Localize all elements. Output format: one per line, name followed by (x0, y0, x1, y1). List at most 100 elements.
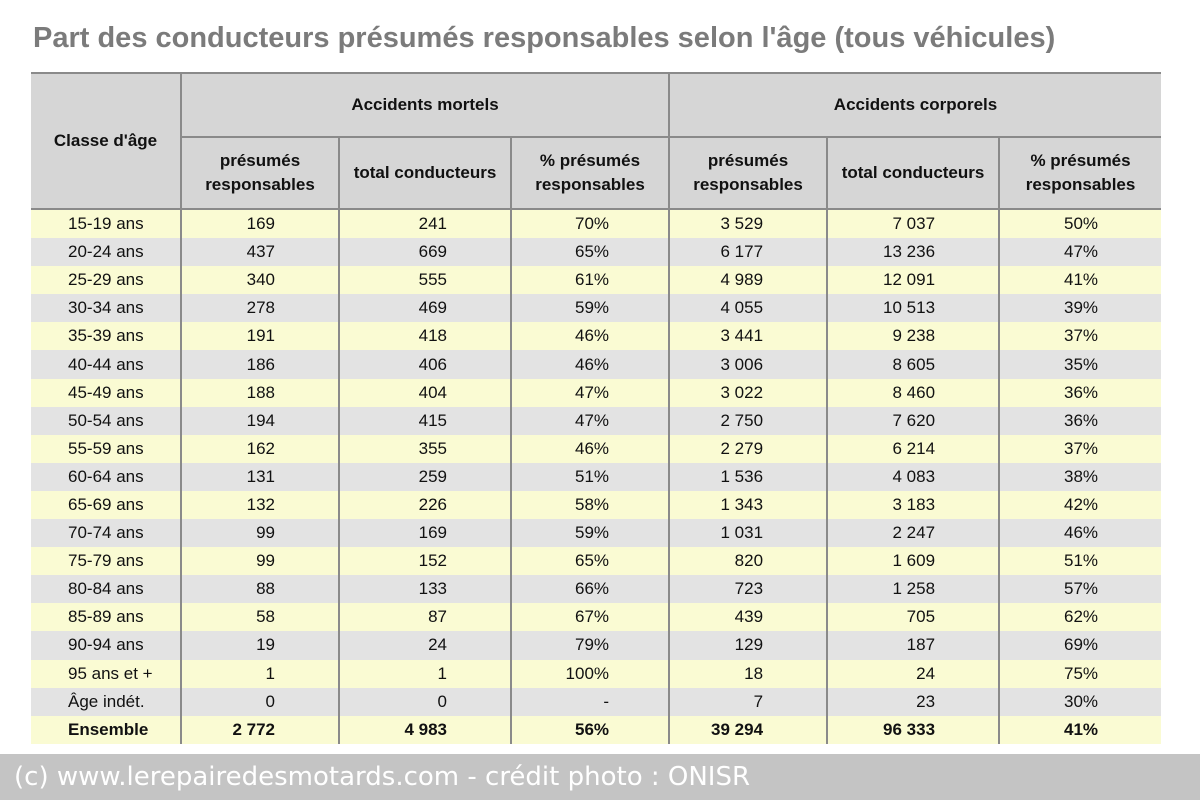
injury-responsible-cell: 439 (668, 603, 828, 632)
fatal-percent-cell: 51% (509, 462, 670, 491)
age-class-cell: 95 ans et + (31, 659, 181, 688)
table-row: 75-79 ans 99 152 65% 820 1 609 51% (31, 547, 1162, 576)
table-header: Classe d'âge Accidents mortels Accidents… (31, 73, 1162, 209)
age-class-cell: 50-54 ans (31, 406, 181, 435)
table-row: 30-34 ans 278 469 59% 4 055 10 513 39% (31, 294, 1162, 323)
injury-percent-cell: 69% (998, 631, 1162, 660)
subheader-fatal-percent: % présumés responsables (509, 137, 670, 209)
fatal-total-cell: 24 (338, 631, 511, 660)
table-row: 15-19 ans 169 241 70% 3 529 7 037 50% (31, 209, 1162, 239)
age-class-cell: 15-19 ans (31, 209, 181, 239)
table-row: 40-44 ans 186 406 46% 3 006 8 605 35% (31, 350, 1162, 379)
table-row: 80-84 ans 88 133 66% 723 1 258 57% (31, 575, 1162, 604)
table-body: 15-19 ans 169 241 70% 3 529 7 037 50% 20-24 ans… (31, 209, 1162, 744)
fatal-responsible-cell: 191 (180, 322, 339, 351)
table-row-total: Ensemble 2 772 4 983 56% 39 294 96 333 41% (31, 715, 1162, 744)
injury-responsible-cell: 4 055 (668, 294, 828, 323)
data-table-container: Classe d'âge Accidents mortels Accidents… (31, 72, 1162, 744)
injury-responsible-cell: 18 (668, 659, 828, 688)
fatal-responsible-cell: 340 (180, 266, 339, 295)
age-class-cell: 20-24 ans (31, 238, 181, 267)
fatal-percent-cell: 70% (509, 209, 670, 239)
injury-responsible-cell: 1 343 (668, 490, 828, 520)
injury-percent-cell: 50% (998, 209, 1162, 239)
injury-total-cell: 1 609 (826, 547, 1000, 576)
fatal-total-cell: 555 (338, 266, 511, 295)
credit-bar: (c) www.lerepairedesmotards.com - crédit… (0, 754, 1200, 800)
injury-total-cell: 9 238 (826, 322, 1000, 351)
fatal-total-cell: 241 (338, 209, 511, 239)
injury-responsible-cell: 2 750 (668, 406, 828, 435)
table-row: 85-89 ans 58 87 67% 439 705 62% (31, 603, 1162, 632)
fatal-responsible-cell: 132 (180, 490, 339, 520)
age-class-cell: Âge indét. (31, 687, 181, 716)
group-header-fatal: Accidents mortels (179, 73, 670, 138)
fatal-percent-cell: 67% (509, 603, 670, 632)
fatal-responsible-cell: 0 (180, 687, 339, 716)
injury-responsible-cell: 4 989 (668, 266, 828, 295)
age-class-cell: Ensemble (31, 715, 181, 744)
injury-responsible-cell: 3 006 (668, 350, 828, 379)
injury-total-cell: 705 (826, 603, 1000, 632)
injury-total-cell: 1 258 (826, 575, 1000, 604)
injury-percent-cell: 57% (998, 575, 1162, 604)
subheader-injury-responsible: présumés responsables (668, 137, 828, 209)
fatal-responsible-cell: 1 (180, 659, 339, 688)
subheader-injury-percent: % présumés responsables (998, 137, 1162, 209)
fatal-percent-cell: 47% (509, 378, 670, 407)
fatal-total-cell: 469 (338, 294, 511, 323)
fatal-responsible-cell: 188 (180, 378, 339, 407)
fatal-responsible-cell: 99 (180, 519, 339, 548)
credit-text: (c) www.lerepairedesmotards.com - crédit… (14, 762, 751, 792)
injury-percent-cell: 37% (998, 322, 1162, 351)
age-class-cell: 35-39 ans (31, 322, 181, 351)
injury-percent-cell: 41% (998, 715, 1162, 744)
age-class-cell: 45-49 ans (31, 378, 181, 407)
injury-responsible-cell: 3 529 (668, 209, 828, 239)
injury-percent-cell: 37% (998, 434, 1162, 463)
fatal-total-cell: 152 (338, 547, 511, 576)
injury-total-cell: 10 513 (826, 294, 1000, 323)
fatal-total-cell: 415 (338, 406, 511, 435)
table-row: 45-49 ans 188 404 47% 3 022 8 460 36% (31, 378, 1162, 407)
fatal-percent-cell: 56% (509, 715, 670, 744)
table-row: 95 ans et +1 1 100% 18 24 75% (31, 659, 1162, 688)
table-row: 65-69 ans 132 226 58% 1 343 3 183 42% (31, 490, 1162, 520)
table-row: Âge indét. 0 0-7 23 30% (31, 687, 1162, 716)
injury-percent-cell: 30% (998, 687, 1162, 716)
fatal-percent-cell: 59% (509, 294, 670, 323)
fatal-percent-cell: - (509, 687, 670, 716)
injury-total-cell: 13 236 (826, 238, 1000, 267)
injury-responsible-cell: 1 031 (668, 519, 828, 548)
fatal-total-cell: 259 (338, 462, 511, 491)
group-header-injury: Accidents corporels (668, 73, 1162, 138)
injury-responsible-cell: 39 294 (668, 715, 828, 744)
age-class-cell: 30-34 ans (31, 294, 181, 323)
table-row: 35-39 ans 191 418 46% 3 441 9 238 37% (31, 322, 1162, 351)
injury-responsible-cell: 7 (668, 687, 828, 716)
injury-responsible-cell: 129 (668, 631, 828, 660)
injury-percent-cell: 38% (998, 462, 1162, 491)
age-class-cell: 25-29 ans (31, 266, 181, 295)
fatal-responsible-cell: 2 772 (180, 715, 339, 744)
fatal-percent-cell: 46% (509, 350, 670, 379)
fatal-percent-cell: 61% (509, 266, 670, 295)
injury-total-cell: 187 (826, 631, 1000, 660)
age-class-cell: 70-74 ans (31, 519, 181, 548)
age-class-cell: 90-94 ans (31, 631, 181, 660)
subheader-fatal-responsible: présumés responsables (180, 137, 339, 209)
fatal-total-cell: 169 (338, 519, 511, 548)
fatal-percent-cell: 79% (509, 631, 670, 660)
table-row: 60-64 ans 131 259 51% 1 536 4 083 38% (31, 462, 1162, 491)
fatal-percent-cell: 66% (509, 575, 670, 604)
injury-responsible-cell: 820 (668, 547, 828, 576)
injury-percent-cell: 35% (998, 350, 1162, 379)
injury-responsible-cell: 2 279 (668, 434, 828, 463)
table-row: 90-94 ans 19 24 79% 129 187 69% (31, 631, 1162, 660)
injury-total-cell: 8 605 (826, 350, 1000, 379)
fatal-total-cell: 1 (338, 659, 511, 688)
fatal-total-cell: 355 (338, 434, 511, 463)
injury-total-cell: 4 083 (826, 462, 1000, 491)
injury-percent-cell: 39% (998, 294, 1162, 323)
